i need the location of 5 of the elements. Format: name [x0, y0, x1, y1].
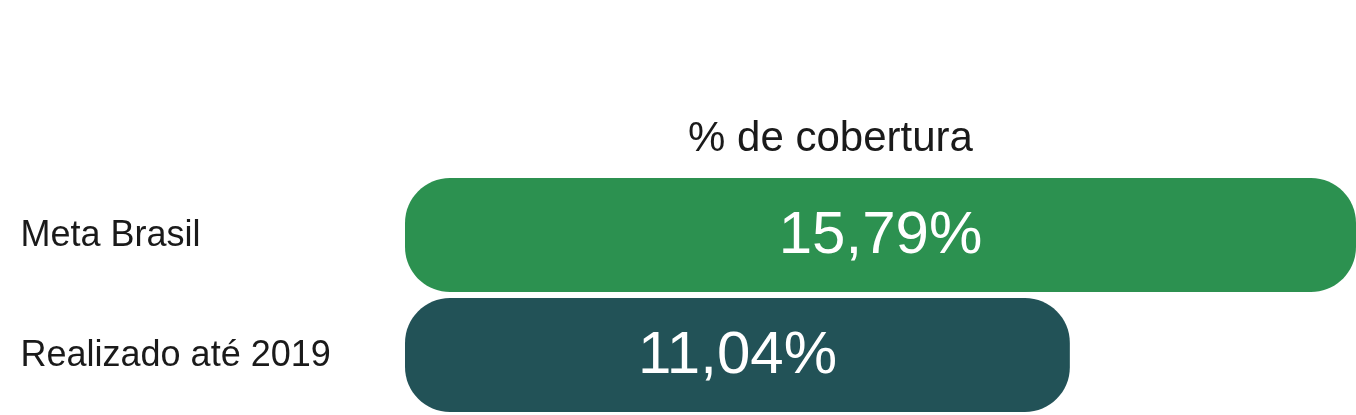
data-label: 15,79%	[778, 199, 983, 266]
y-tick-label: Realizado até 2019	[20, 333, 331, 374]
chart-title: % de cobertura	[688, 113, 974, 160]
y-tick-label: Meta Brasil	[20, 213, 201, 254]
data-label: 11,04%	[637, 319, 837, 386]
